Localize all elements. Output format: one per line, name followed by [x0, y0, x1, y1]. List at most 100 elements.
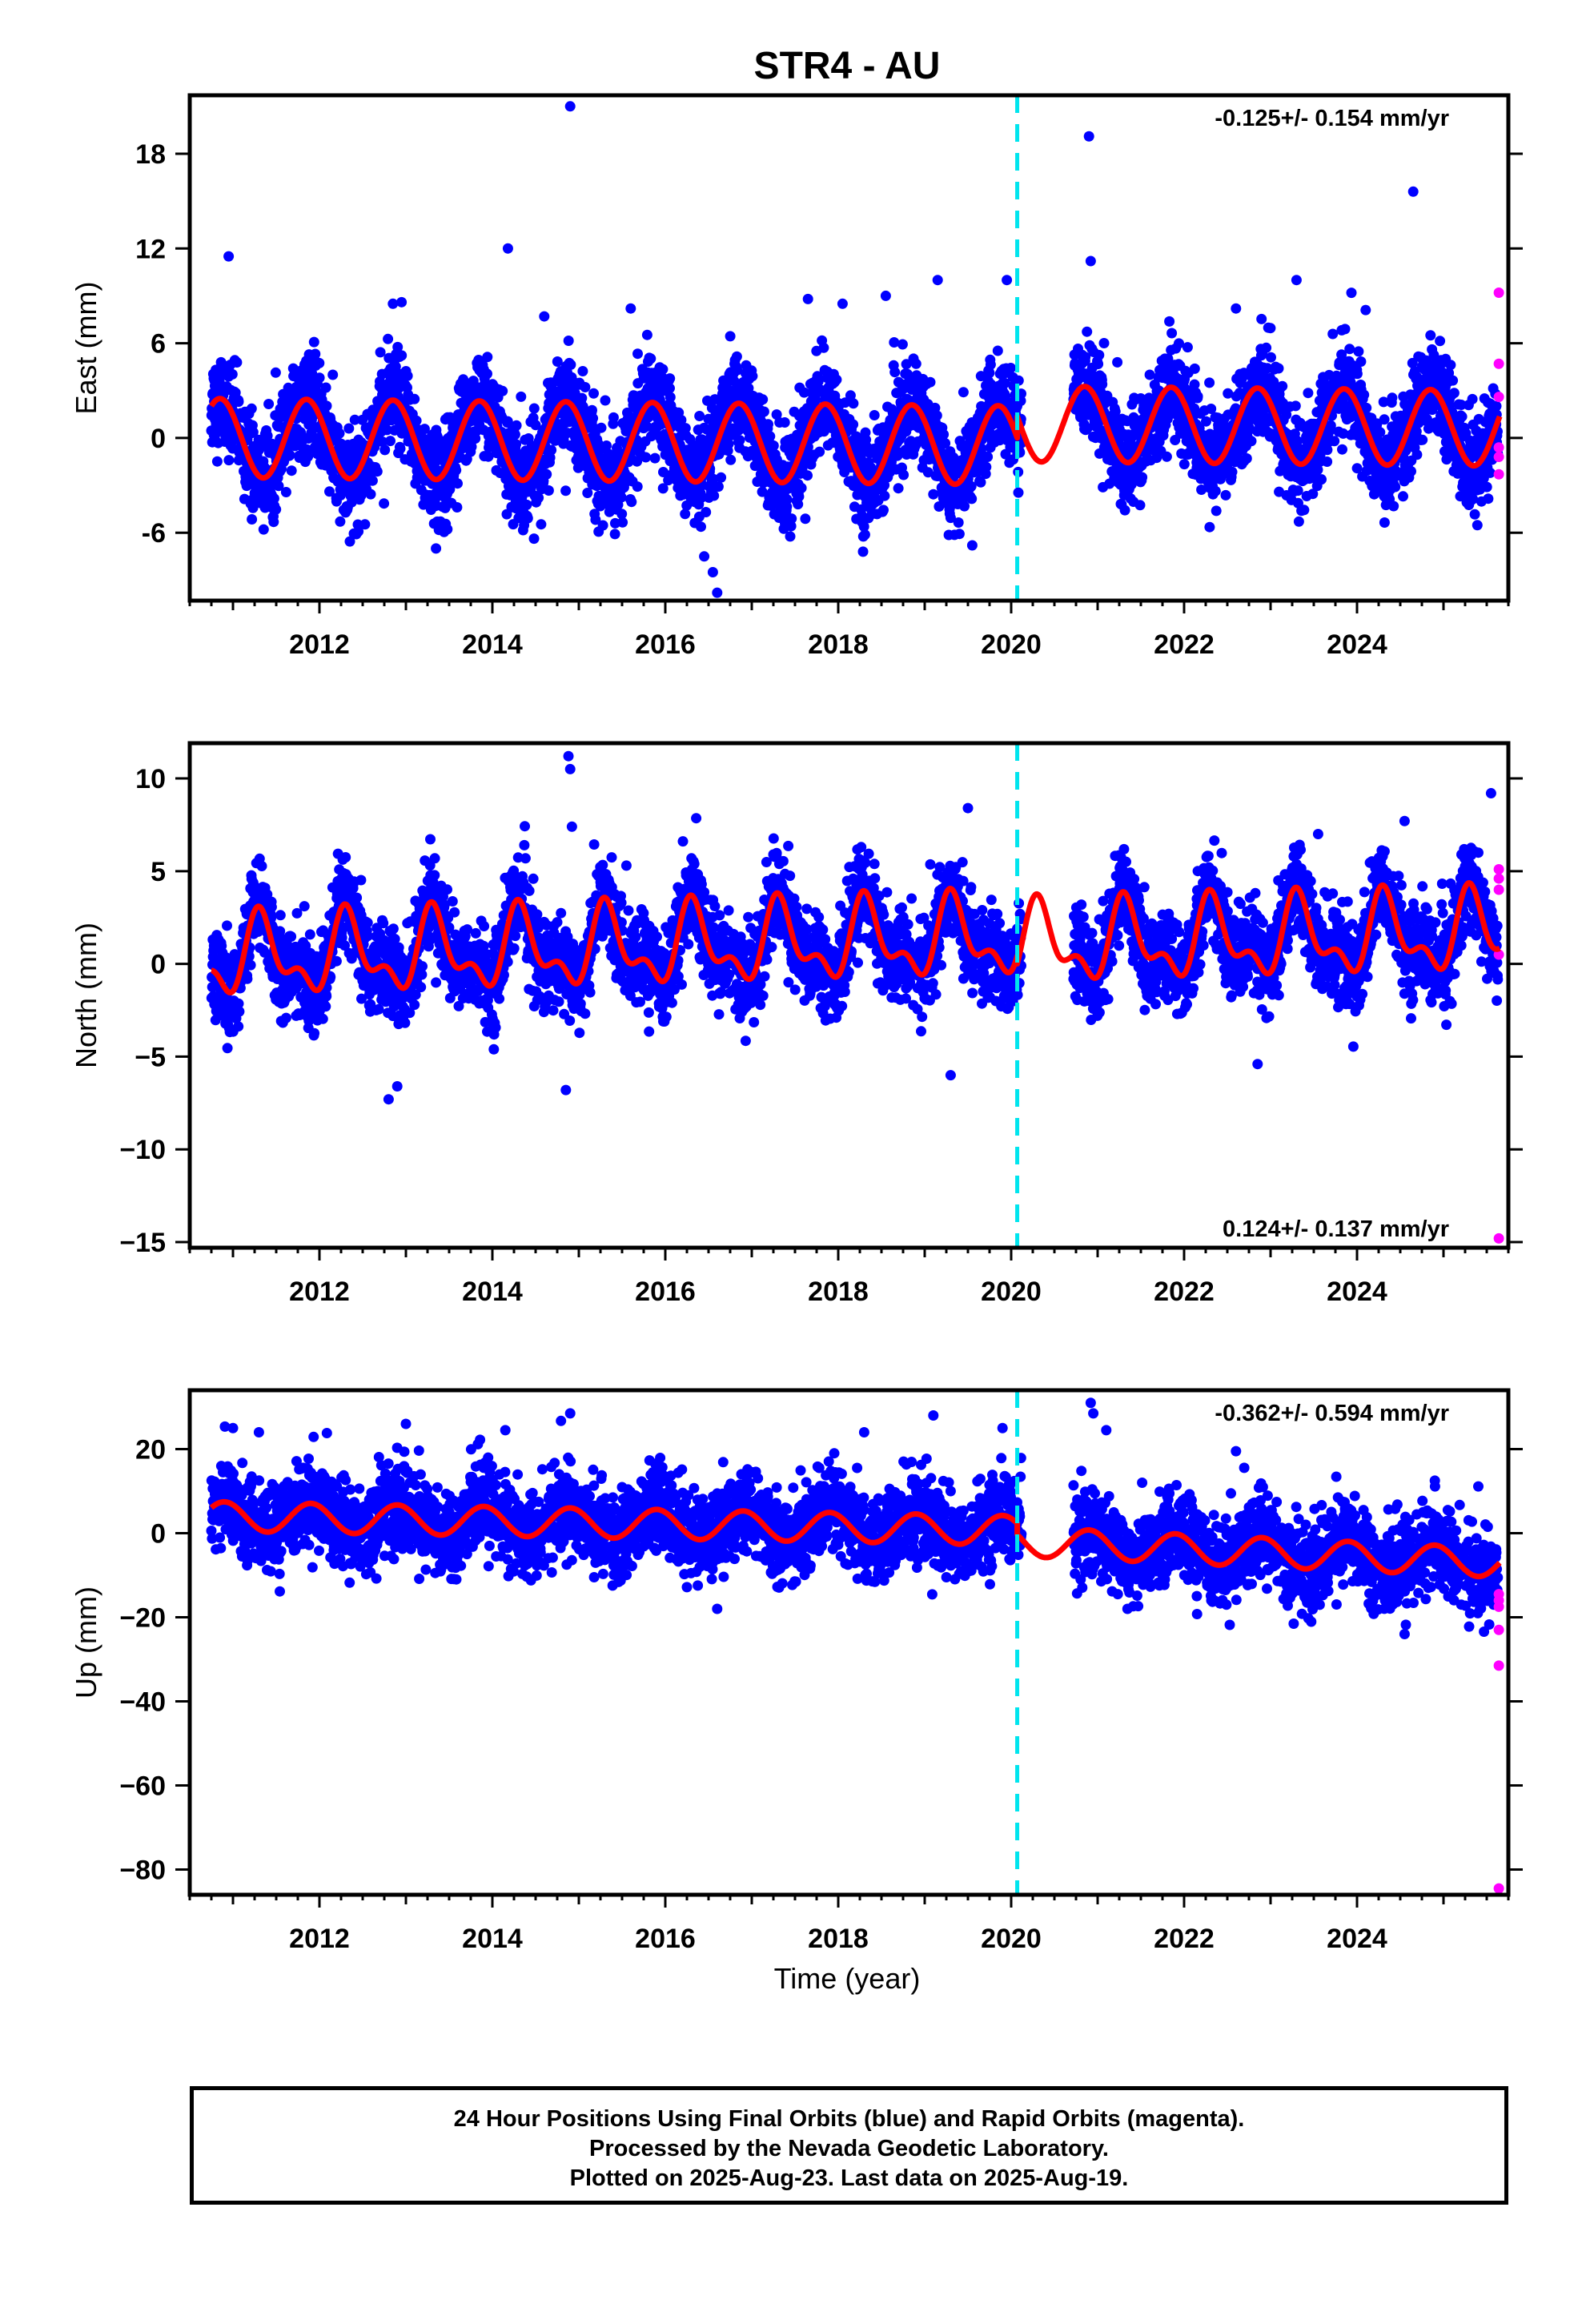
position-point: [258, 524, 269, 535]
position-point: [1281, 409, 1292, 420]
position-point: [1293, 516, 1304, 527]
outlier-point: [802, 293, 813, 304]
position-point: [367, 475, 378, 486]
position-point: [528, 533, 540, 545]
position-point: [1387, 392, 1398, 404]
position-point: [747, 371, 758, 382]
position-point: [452, 478, 463, 489]
position-point: [892, 446, 903, 457]
position-point: [984, 368, 995, 379]
position-point: [709, 490, 720, 501]
position-point: [580, 382, 591, 392]
position-point: [381, 424, 392, 436]
position-point: [353, 526, 364, 537]
position-point: [308, 336, 319, 348]
position-point: [966, 480, 977, 492]
y-tick-label: 0: [151, 424, 166, 454]
position-point: [470, 433, 481, 444]
position-point: [516, 391, 527, 402]
position-point: [1013, 487, 1024, 498]
position-point: [898, 469, 909, 480]
position-point: [522, 513, 533, 524]
position-point: [1137, 472, 1148, 483]
outlier-point: [932, 275, 943, 286]
position-point: [1484, 467, 1496, 478]
position-point: [303, 451, 314, 462]
position-point: [609, 529, 620, 540]
position-point: [349, 414, 360, 425]
position-point: [451, 464, 462, 476]
position-point: [1161, 451, 1172, 462]
position-point: [1134, 500, 1146, 511]
x-tick-label: 2012: [289, 629, 350, 660]
position-point: [954, 529, 965, 540]
position-point: [1144, 369, 1155, 380]
position-point: [938, 429, 950, 440]
outlier-point: [1231, 303, 1242, 314]
position-point: [543, 485, 554, 496]
position-point: [848, 398, 859, 409]
position-point: [708, 473, 719, 485]
position-point: [1244, 423, 1255, 434]
position-point: [1456, 411, 1468, 422]
position-point: [785, 521, 797, 532]
position-point: [793, 499, 804, 510]
position-point: [1227, 466, 1238, 477]
position-point: [268, 493, 279, 504]
y-tick-label: 18: [135, 139, 166, 170]
position-point: [383, 333, 394, 344]
position-point: [1378, 396, 1389, 408]
position-point: [640, 452, 652, 463]
position-point: [889, 337, 900, 348]
outlier-point: [625, 303, 636, 314]
position-point: [716, 472, 727, 483]
y-axis-label: East (mm): [70, 282, 102, 415]
position-point: [270, 367, 281, 378]
position-point: [1445, 360, 1456, 371]
position-point: [1361, 402, 1372, 413]
position-point: [982, 452, 994, 462]
position-point: [552, 356, 563, 367]
position-point: [676, 415, 687, 425]
position-point: [858, 521, 869, 532]
position-point: [723, 438, 734, 449]
position-point: [377, 436, 388, 448]
position-point: [680, 509, 691, 520]
position-point: [314, 372, 325, 384]
position-point: [632, 456, 643, 467]
position-point: [541, 468, 552, 480]
position-point: [617, 517, 628, 528]
panel-east: 2012 2014 2016 2018 2020 2022 2024181260-6East…: [70, 93, 1523, 660]
position-point: [324, 486, 335, 497]
position-point: [497, 385, 508, 396]
position-point: [992, 345, 1003, 356]
position-point: [431, 543, 442, 554]
position-point: [1483, 493, 1494, 505]
position-point: [419, 424, 430, 435]
position-point: [560, 485, 572, 497]
position-point: [482, 352, 493, 363]
position-point: [528, 403, 540, 414]
position-point: [845, 390, 856, 401]
position-point: [1353, 346, 1364, 357]
position-point: [802, 470, 813, 481]
position-point: [411, 415, 422, 426]
position-point: [641, 329, 652, 340]
position-point: [757, 394, 769, 405]
rapid-point: [1493, 452, 1504, 463]
position-point: [999, 377, 1010, 388]
position-point: [626, 497, 637, 508]
position-point: [1210, 485, 1221, 497]
position-point: [582, 488, 593, 498]
velocity-rate-label: -0.125+/- 0.154 mm/yr: [1215, 106, 1449, 131]
position-point: [657, 483, 669, 494]
position-point: [1398, 491, 1408, 502]
position-point: [1329, 436, 1340, 447]
x-ticks: [188, 601, 1510, 613]
position-point: [1174, 338, 1184, 349]
position-point: [958, 387, 969, 398]
position-point: [1266, 352, 1276, 363]
position-point: [1469, 509, 1480, 520]
position-point: [865, 462, 877, 473]
position-point: [280, 487, 291, 497]
